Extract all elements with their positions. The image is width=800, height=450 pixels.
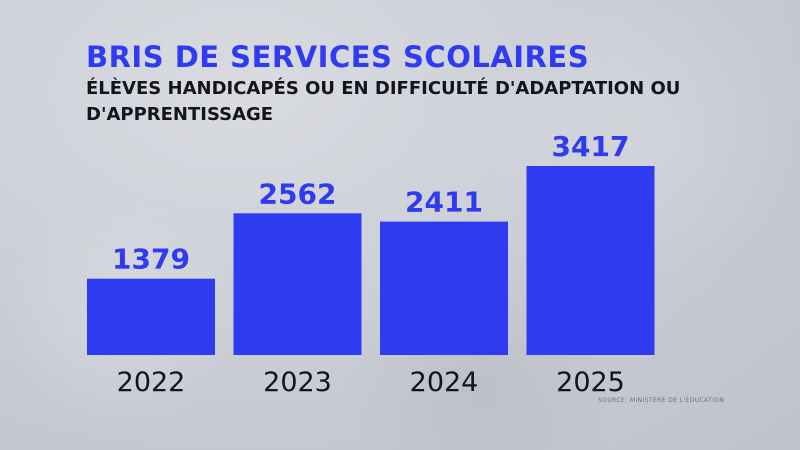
bar-2022 bbox=[87, 278, 215, 355]
chart-title: BRIS DE SERVICES SCOLAIRES bbox=[86, 40, 590, 74]
chart-subtitle: ÉLÈVES HANDICAPÉS OU EN DIFFICULTÉ D'ADA… bbox=[86, 78, 681, 125]
x-tick-label-2025: 2025 bbox=[556, 367, 625, 398]
bar-value-label-2025: 3417 bbox=[552, 130, 630, 163]
bar-2023 bbox=[233, 213, 362, 355]
bar-2025 bbox=[526, 166, 655, 355]
source-note: SOURCE: MINISTÈRE DE L'ÉDUCATION bbox=[598, 397, 725, 404]
bar-value-label-2023: 2562 bbox=[259, 177, 337, 210]
x-tick-label-2023: 2023 bbox=[263, 367, 332, 398]
bar-value-label-2024: 2411 bbox=[405, 186, 483, 219]
x-tick-label-2024: 2024 bbox=[410, 367, 479, 398]
bar-2024 bbox=[380, 221, 508, 355]
bar-value-label-2022: 1379 bbox=[112, 243, 190, 276]
x-tick-label-2022: 2022 bbox=[117, 367, 186, 398]
